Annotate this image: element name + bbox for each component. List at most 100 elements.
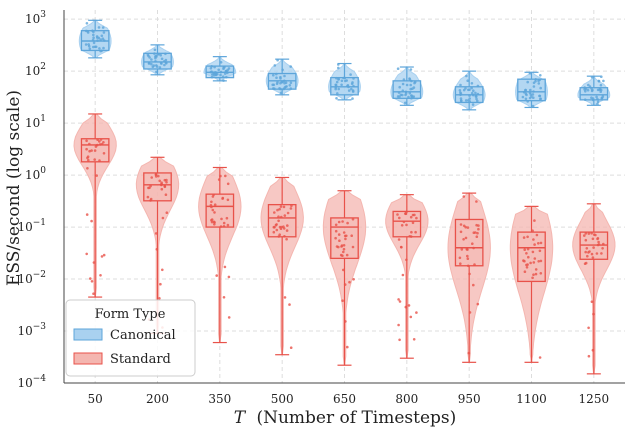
point-canonical xyxy=(462,88,466,92)
point-standard xyxy=(587,326,590,330)
x-tick-label: 650 xyxy=(333,392,356,406)
point-canonical xyxy=(588,85,592,88)
legend-label-canonical: Canonical xyxy=(110,328,176,343)
point-standard xyxy=(537,242,540,245)
point-canonical xyxy=(401,89,405,92)
point-standard xyxy=(280,215,283,219)
point-standard xyxy=(602,242,605,246)
point-standard xyxy=(466,254,469,258)
point-standard xyxy=(477,227,480,231)
point-standard xyxy=(163,185,167,189)
point-standard xyxy=(340,245,343,248)
point-standard xyxy=(275,228,279,232)
point-canonical xyxy=(596,97,599,101)
point-standard xyxy=(149,197,153,201)
point-canonical xyxy=(537,79,540,82)
point-canonical xyxy=(100,34,104,38)
point-standard xyxy=(85,139,88,143)
point-standard xyxy=(475,235,479,238)
point-canonical xyxy=(465,74,468,78)
point-standard xyxy=(348,280,351,284)
point-canonical xyxy=(350,87,353,91)
point-canonical xyxy=(534,78,537,81)
point-standard xyxy=(86,155,90,158)
x-axis-variable: T xyxy=(234,408,247,428)
point-canonical xyxy=(337,78,340,81)
point-standard xyxy=(283,214,287,217)
point-canonical xyxy=(397,91,401,94)
point-canonical xyxy=(532,90,535,93)
point-standard xyxy=(276,208,279,212)
point-canonical xyxy=(467,99,470,102)
point-standard xyxy=(405,223,408,227)
point-canonical xyxy=(476,84,480,88)
point-standard xyxy=(531,250,535,254)
point-canonical xyxy=(334,86,338,89)
point-canonical xyxy=(146,53,150,56)
point-standard xyxy=(289,207,293,210)
point-canonical xyxy=(92,45,95,49)
y-axis-title: ESS/second (log scale) xyxy=(4,90,24,286)
point-canonical xyxy=(84,43,88,46)
point-standard xyxy=(98,143,102,146)
point-standard xyxy=(408,235,412,238)
point-standard xyxy=(400,246,403,249)
point-canonical xyxy=(583,98,587,101)
point-canonical xyxy=(213,65,216,69)
point-standard xyxy=(290,204,293,208)
point-canonical xyxy=(224,69,228,73)
x-axis-title: T (Number of Timesteps) xyxy=(234,408,457,428)
point-standard xyxy=(222,221,226,225)
x-tick-label: 350 xyxy=(208,392,231,406)
point-standard xyxy=(531,229,534,232)
point-canonical xyxy=(153,52,156,55)
x-tick-label: 500 xyxy=(271,392,294,406)
point-standard xyxy=(601,247,604,250)
point-standard xyxy=(459,230,463,234)
point-canonical xyxy=(407,95,410,99)
point-standard xyxy=(600,252,603,255)
point-canonical xyxy=(340,79,344,83)
point-canonical xyxy=(273,87,276,90)
point-standard xyxy=(165,178,168,182)
point-standard xyxy=(458,256,462,260)
point-standard xyxy=(146,195,150,199)
point-canonical xyxy=(223,72,227,75)
point-canonical xyxy=(404,90,408,94)
point-standard xyxy=(460,248,464,251)
y-tick-label: 100 xyxy=(25,166,46,182)
point-canonical xyxy=(468,97,472,100)
point-standard xyxy=(289,346,293,350)
point-canonical xyxy=(458,89,462,92)
point-canonical xyxy=(97,26,101,29)
point-canonical xyxy=(289,81,293,85)
point-standard xyxy=(397,298,400,301)
point-canonical xyxy=(529,88,532,92)
point-standard xyxy=(402,220,406,224)
x-tick-label: 1250 xyxy=(579,392,610,406)
y-tick-label: 10−4 xyxy=(17,374,46,390)
point-standard xyxy=(88,142,91,146)
point-standard xyxy=(213,221,216,224)
point-canonical xyxy=(85,22,89,25)
point-canonical xyxy=(413,80,417,84)
point-canonical xyxy=(217,68,220,72)
point-standard xyxy=(90,219,93,223)
point-canonical xyxy=(92,36,95,39)
point-canonical xyxy=(275,82,279,85)
point-canonical xyxy=(225,75,228,79)
point-standard xyxy=(278,207,281,211)
point-canonical xyxy=(531,104,535,108)
point-standard xyxy=(407,304,411,307)
point-canonical xyxy=(275,76,278,79)
point-standard xyxy=(464,236,468,240)
point-standard xyxy=(274,223,278,227)
point-standard xyxy=(164,193,168,196)
point-standard xyxy=(473,263,476,266)
point-standard xyxy=(398,216,401,220)
point-canonical xyxy=(591,97,595,100)
point-standard xyxy=(532,238,535,241)
point-standard xyxy=(587,251,590,254)
point-standard xyxy=(414,230,417,234)
point-standard xyxy=(352,278,355,281)
